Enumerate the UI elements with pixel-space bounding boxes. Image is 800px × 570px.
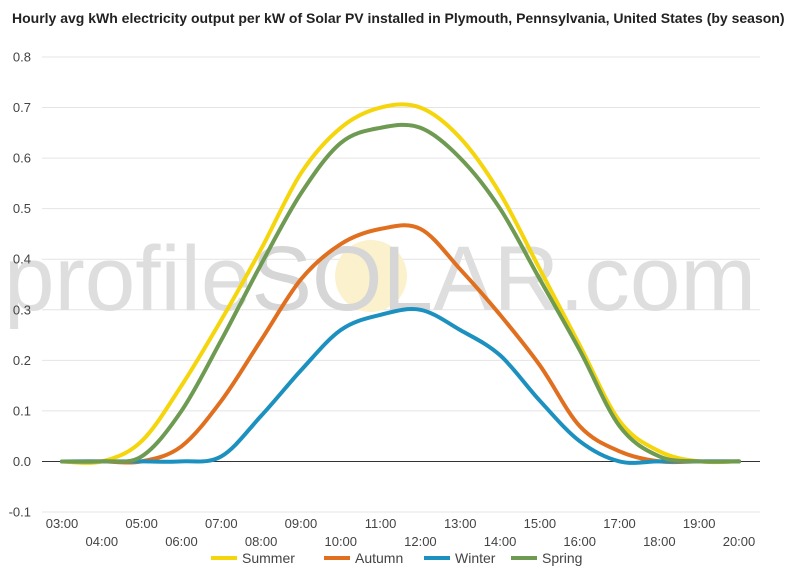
x-tick-label: 03:00 — [46, 516, 79, 531]
x-axis-ticks: 03:00 04:00 05:00 06:00 07:00 08:00 09:00 10:00… — [46, 516, 756, 549]
y-tick-label: 0.6 — [13, 151, 31, 166]
x-tick-label: 08:00 — [245, 534, 278, 549]
legend: Summer Autumn Winter Spring — [211, 550, 582, 566]
y-tick-label: 0.5 — [13, 201, 31, 216]
y-tick-label: 0.3 — [13, 302, 31, 317]
legend-label-summer: Summer — [242, 550, 295, 566]
x-tick-label: 09:00 — [285, 516, 318, 531]
x-tick-label: 07:00 — [205, 516, 238, 531]
watermark-left: profile — [4, 228, 251, 330]
x-tick-label: 19:00 — [683, 516, 716, 531]
x-tick-label: 14:00 — [484, 534, 517, 549]
legend-label-spring: Spring — [542, 550, 582, 566]
y-tick-label: 0.4 — [13, 252, 31, 267]
x-tick-label: 11:00 — [365, 516, 397, 531]
x-tick-label: 16:00 — [563, 534, 596, 549]
y-tick-label: 0.1 — [13, 403, 31, 418]
legend-label-autumn: Autumn — [355, 550, 403, 566]
x-tick-label: 13:00 — [444, 516, 477, 531]
y-tick-label: -0.1 — [9, 505, 31, 520]
y-tick-label: 0.2 — [13, 353, 31, 368]
y-tick-label: 0.7 — [13, 100, 31, 115]
y-tick-label: 0.0 — [13, 454, 31, 469]
series-line-spring — [60, 122, 741, 464]
watermark-right: AR.com — [433, 228, 756, 330]
x-tick-label: 04:00 — [86, 534, 119, 549]
series-lines — [60, 102, 741, 465]
y-axis-ticks: -0.1 0.0 0.1 0.2 0.3 0.4 0.5 0.6 0.7 0.8 — [9, 50, 31, 520]
legend-label-winter: Winter — [455, 550, 496, 566]
series-line-winter — [60, 307, 741, 465]
y-tick-label: 0.8 — [13, 50, 31, 65]
x-tick-label: 05:00 — [125, 516, 158, 531]
x-tick-label: 10:00 — [324, 534, 357, 549]
x-tick-label: 18:00 — [643, 534, 676, 549]
series-line-summer — [60, 102, 741, 465]
x-tick-label: 15:00 — [524, 516, 557, 531]
watermark-sun — [335, 240, 407, 312]
x-tick-label: 12:00 — [404, 534, 437, 549]
x-tick-label: 06:00 — [165, 534, 198, 549]
x-tick-label: 17:00 — [603, 516, 636, 531]
series-line-autumn — [60, 223, 741, 465]
chart-title: Hourly avg kWh electricity output per kW… — [12, 10, 785, 26]
x-tick-label: 20:00 — [723, 534, 756, 549]
